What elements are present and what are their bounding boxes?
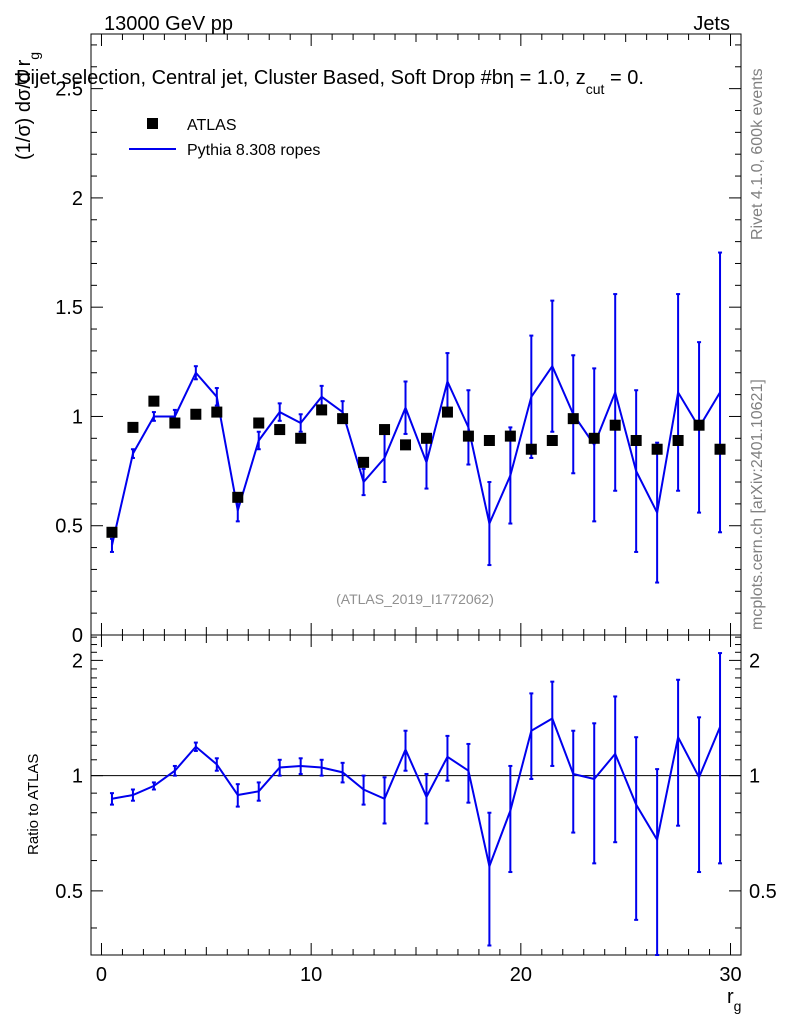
- atlas-data-point: [651, 443, 663, 455]
- atlas-data-point: [358, 456, 370, 468]
- atlas-data-point: [630, 434, 642, 446]
- legend-mc-label: Pythia 8.308 ropes: [187, 142, 320, 159]
- main-ytick-label: 0.5: [55, 516, 83, 538]
- selection-tail: = 0.: [604, 67, 643, 89]
- atlas-data-point: [127, 421, 139, 433]
- main-axis-ticks: 0 0.5 1 1.5 2 2.5: [55, 34, 741, 647]
- ratio-mc-line: [111, 717, 721, 870]
- atlas-data-point: [190, 408, 202, 420]
- main-ytick-label: 2.5: [55, 79, 83, 101]
- ratio-ytick-label: 1: [72, 766, 83, 788]
- atlas-data-point: [169, 417, 181, 429]
- mcplots-label: mcplots.cern.ch [arXiv:2401.10621]: [749, 379, 766, 630]
- atlas-data-point: [420, 432, 432, 444]
- ratio-xlabel: rg: [727, 986, 741, 1014]
- legend-atlas-marker: [147, 118, 158, 129]
- energy-label: 13000 GeV pp: [104, 13, 233, 35]
- atlas-data-point: [462, 430, 474, 442]
- selection-cut-subscript: cut: [586, 81, 605, 97]
- main-ylabel: (1/σ) dσ/d rg: [13, 52, 42, 160]
- atlas-data-point: [232, 491, 244, 503]
- ratio-mc-series: [109, 652, 723, 956]
- rivet-label: Rivet 4.1.0, 600k events: [749, 68, 766, 240]
- atlas-data-point: [316, 404, 328, 416]
- atlas-data-point: [693, 419, 705, 431]
- main-data-series: [106, 395, 726, 538]
- analysis-watermark: (ATLAS_2019_I1772062): [336, 591, 494, 607]
- atlas-data-point: [672, 434, 684, 446]
- legend-atlas-label: ATLAS: [187, 117, 237, 134]
- ratio-xtick-label: 10: [300, 964, 322, 986]
- atlas-data-point: [525, 443, 537, 455]
- atlas-data-point: [714, 443, 726, 455]
- atlas-data-point: [211, 406, 223, 418]
- ratio-xtick-label: 0: [96, 964, 107, 986]
- process-label: Jets: [693, 13, 730, 35]
- ratio-xtick-label: 30: [719, 964, 741, 986]
- main-ylabel-subscript: g: [26, 52, 42, 60]
- ratio-ytick-label-right: 2: [749, 650, 760, 672]
- atlas-data-point: [504, 430, 516, 442]
- selection-eta: η = 1.0, z: [503, 67, 586, 89]
- ratio-axis-ticks: 0.5 0.51 12 20 10 20 30: [55, 635, 777, 986]
- main-ytick-label: 1.5: [55, 297, 83, 319]
- ratio-ytick-label-right: 0.5: [749, 881, 777, 903]
- main-ytick-label: 0: [72, 625, 83, 647]
- selection-label: Dijet selection, Central jet, Cluster Ba…: [16, 67, 644, 97]
- main-ytick-label: 2: [72, 188, 83, 210]
- main-ylabel-text: (1/σ) dσ/d r: [13, 59, 35, 160]
- main-mc-series: [109, 251, 723, 584]
- atlas-data-point: [148, 395, 160, 407]
- atlas-data-point: [546, 434, 558, 446]
- ratio-frame: [90, 634, 742, 956]
- ratio-panel: 0.5 0.51 12 20 10 20 30: [55, 634, 777, 986]
- atlas-data-point: [106, 526, 118, 538]
- ratio-xtick-label: 20: [510, 964, 532, 986]
- ratio-xlabel-text: r: [727, 986, 734, 1008]
- main-panel: 0 0.5 1 1.5 2 2.5: [55, 33, 742, 647]
- atlas-data-point: [441, 406, 453, 418]
- ratio-xlabel-subscript: g: [734, 998, 742, 1014]
- ratio-ytick-label: 2: [72, 650, 83, 672]
- atlas-data-point: [483, 434, 495, 446]
- main-mc-line: [110, 364, 721, 546]
- main-ytick-label: 1: [72, 406, 83, 428]
- atlas-data-point: [588, 432, 600, 444]
- atlas-data-point: [337, 413, 349, 425]
- atlas-data-point: [274, 424, 286, 436]
- legend: ATLAS Pythia 8.308 ropes: [129, 117, 320, 159]
- atlas-data-point: [253, 417, 265, 429]
- atlas-data-point: [379, 424, 391, 436]
- selection-main: Dijet selection, Central jet, Cluster Ba…: [16, 67, 503, 89]
- atlas-data-point: [567, 413, 579, 425]
- atlas-data-point: [609, 419, 621, 431]
- ratio-ylabel: Ratio to ATLAS: [25, 754, 42, 855]
- ratio-ytick-label-right: 1: [749, 766, 760, 788]
- ratio-ytick-label: 0.5: [55, 881, 83, 903]
- atlas-data-point: [400, 439, 412, 451]
- atlas-data-point: [295, 432, 307, 444]
